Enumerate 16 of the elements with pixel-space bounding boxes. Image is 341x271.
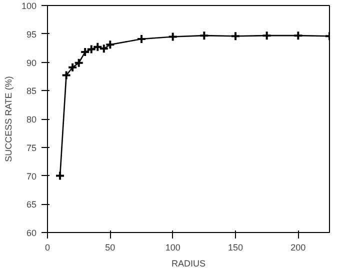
- x-tick-label: 100: [165, 242, 180, 252]
- y-tick-label: 65: [26, 200, 37, 210]
- y-axis-title: SUCCESS RATE (%): [3, 76, 14, 162]
- y-tick-label: 95: [26, 29, 37, 40]
- y-tick-label: 75: [26, 142, 37, 153]
- x-axis-title: RADIUS: [172, 258, 206, 268]
- y-tick-label: 90: [26, 58, 37, 68]
- x-tick-label: 200: [290, 242, 306, 252]
- y-tick-label: 80: [26, 114, 37, 124]
- x-tick-label: 150: [228, 242, 244, 252]
- y-tick-label: 70: [26, 171, 37, 182]
- y-tick-label: 60: [26, 228, 37, 238]
- y-tick-label: 85: [26, 86, 37, 96]
- x-tick-label: 50: [105, 242, 116, 252]
- y-tick-label: 100: [21, 1, 37, 11]
- x-tick-label: 0: [44, 242, 50, 252]
